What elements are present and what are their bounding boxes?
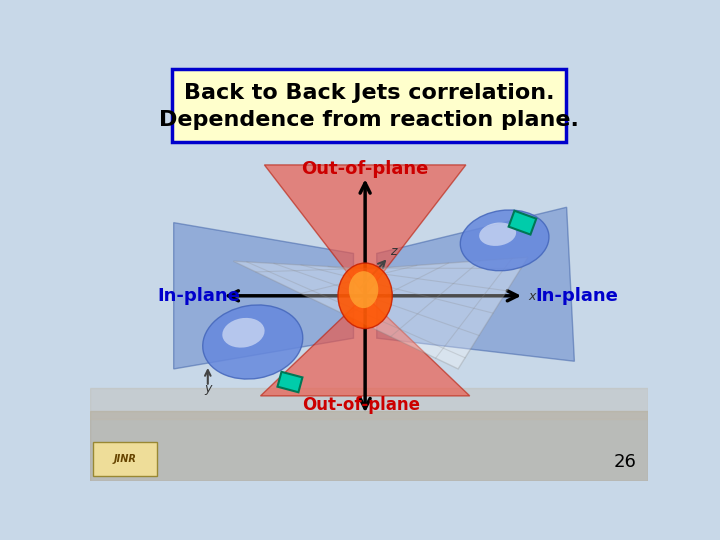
Polygon shape [264, 165, 466, 296]
Polygon shape [261, 296, 469, 396]
Polygon shape [377, 207, 575, 361]
Text: 26: 26 [613, 454, 636, 471]
Bar [90, 388, 648, 419]
Polygon shape [174, 222, 354, 369]
Ellipse shape [480, 222, 516, 246]
Ellipse shape [222, 318, 264, 348]
Text: Out-of-plane: Out-of-plane [302, 160, 429, 178]
Ellipse shape [203, 305, 303, 379]
Polygon shape [508, 211, 536, 234]
Text: Back to Back Jets correlation.: Back to Back Jets correlation. [184, 83, 554, 103]
Bar [93, 442, 157, 476]
Text: JINR: JINR [114, 454, 136, 464]
Text: Dependence from reaction plane.: Dependence from reaction plane. [159, 110, 579, 130]
Text: x: x [528, 291, 535, 303]
Ellipse shape [349, 271, 378, 308]
Ellipse shape [338, 263, 392, 328]
Text: In-plane: In-plane [535, 287, 618, 305]
Bar [90, 411, 648, 481]
Text: z: z [390, 245, 397, 258]
Text: y: y [204, 382, 212, 395]
Text: Out-of-plane: Out-of-plane [302, 396, 420, 414]
Polygon shape [277, 372, 302, 392]
FancyBboxPatch shape [172, 70, 566, 142]
Ellipse shape [460, 210, 549, 271]
Polygon shape [233, 257, 528, 369]
Text: In-plane: In-plane [157, 287, 240, 305]
